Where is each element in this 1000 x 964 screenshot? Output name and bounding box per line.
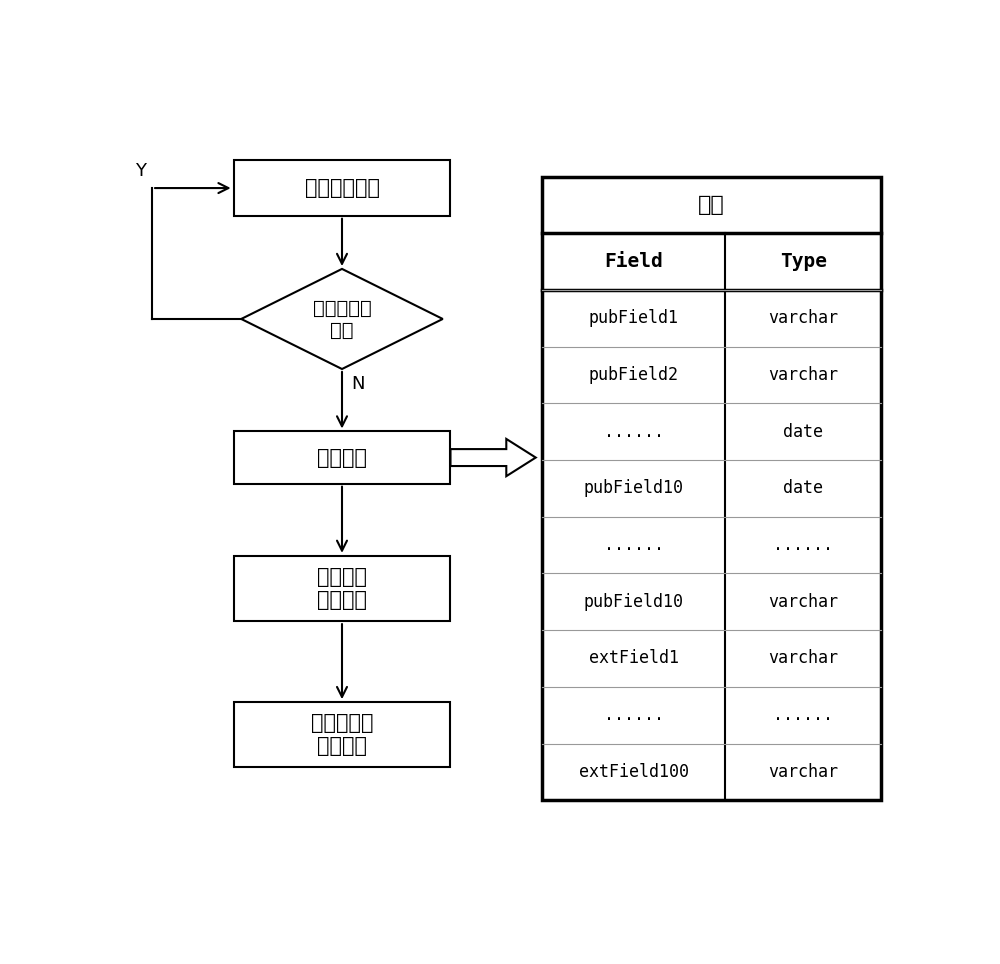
- Text: ......: ......: [773, 536, 833, 554]
- Polygon shape: [241, 269, 443, 369]
- Text: Y: Y: [135, 162, 146, 180]
- Text: ......: ......: [604, 707, 664, 724]
- Bar: [234, 431, 450, 484]
- Text: Type: Type: [780, 252, 827, 271]
- FancyArrow shape: [450, 439, 536, 476]
- Text: Field: Field: [604, 252, 663, 271]
- Text: varchar: varchar: [768, 650, 838, 667]
- Text: 表字典表
追加记录: 表字典表 追加记录: [317, 567, 367, 610]
- Text: 新表: 新表: [698, 195, 725, 215]
- Bar: [234, 555, 450, 621]
- Text: pubField2: pubField2: [589, 366, 679, 384]
- Text: 表名是否重
复？: 表名是否重 复？: [313, 299, 371, 339]
- Bar: [542, 176, 881, 800]
- Text: date: date: [783, 479, 823, 497]
- Text: extField100: extField100: [579, 763, 689, 781]
- Text: varchar: varchar: [768, 763, 838, 781]
- Text: varchar: varchar: [768, 593, 838, 611]
- Text: pubField10: pubField10: [584, 593, 684, 611]
- Text: extField1: extField1: [589, 650, 679, 667]
- Text: ......: ......: [604, 422, 664, 441]
- Text: 字段字典表
追加记录: 字段字典表 追加记录: [311, 713, 373, 757]
- Text: varchar: varchar: [768, 366, 838, 384]
- Bar: [234, 702, 450, 767]
- Text: N: N: [351, 375, 365, 393]
- Text: pubField1: pubField1: [589, 309, 679, 327]
- Text: pubField10: pubField10: [584, 479, 684, 497]
- Bar: [234, 160, 450, 216]
- Text: date: date: [783, 422, 823, 441]
- Text: ......: ......: [773, 707, 833, 724]
- Text: ......: ......: [604, 536, 664, 554]
- Text: varchar: varchar: [768, 309, 838, 327]
- Text: 创建新表: 创建新表: [317, 447, 367, 468]
- Text: 用户输入表名: 用户输入表名: [304, 178, 380, 198]
